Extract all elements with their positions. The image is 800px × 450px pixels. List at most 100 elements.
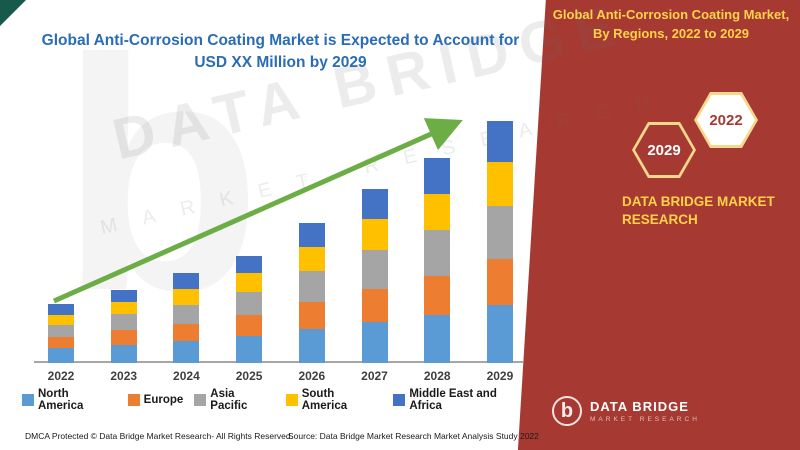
bar-column-2028: 2028: [414, 158, 460, 383]
segment-europe: [48, 337, 74, 348]
legend-label: North America: [37, 388, 84, 412]
banner-heading: Global Anti-Corrosion Coating Market, By…: [552, 7, 790, 41]
segment-middle-east-and-africa: [110, 290, 137, 302]
legend-item-asia-pacific: Asia Pacific: [194, 388, 274, 412]
legend-swatch: [393, 394, 406, 406]
logo-tagline: MARKET RESEARCH: [590, 416, 700, 423]
segment-south-america: [236, 273, 263, 292]
logo-text-block: DATA BRIDGE MARKET RESEARCH: [590, 399, 700, 423]
segment-south-america: [110, 302, 137, 314]
stacked-bar-2024: [173, 273, 200, 363]
stacked-bar-2025: [236, 256, 263, 363]
footer-dmca-text: DMCA Protected © Data Bridge Market Rese…: [25, 431, 293, 441]
legend-label: Europe: [143, 394, 184, 406]
x-axis-label: 2024: [173, 369, 200, 383]
x-axis-label: 2022: [47, 369, 75, 383]
legend-label: Asia Pacific: [210, 388, 248, 412]
hexagon-2022-label: 2022: [697, 95, 755, 145]
legend-swatch: [22, 394, 34, 406]
segment-south-america: [298, 247, 325, 271]
page-title: Global Anti-Corrosion Coating Market is …: [28, 30, 533, 75]
company-logo: b DATA BRIDGE MARKET RESEARCH: [552, 396, 700, 426]
segment-north-america: [173, 341, 200, 363]
segment-asia-pacific: [298, 271, 325, 302]
bar-column-2029: 2029: [477, 121, 523, 383]
hexagon-2022: 2022: [694, 92, 758, 148]
segment-asia-pacific: [361, 250, 388, 289]
bar-column-2022: 2022: [38, 304, 84, 383]
segment-middle-east-and-africa: [361, 189, 388, 219]
segment-middle-east-and-africa: [236, 256, 263, 273]
legend-swatch: [127, 394, 140, 406]
segment-north-america: [298, 329, 325, 363]
segment-europe: [298, 302, 325, 329]
legend: North America Europe Asia Pacific South Ame…: [22, 388, 532, 412]
segment-middle-east-and-africa: [486, 121, 513, 162]
segment-south-america: [424, 194, 451, 230]
segment-middle-east-and-africa: [173, 273, 200, 289]
segment-asia-pacific: [110, 314, 137, 330]
logo-b-icon: b: [552, 396, 582, 426]
segment-middle-east-and-africa: [424, 158, 451, 194]
segment-asia-pacific: [236, 292, 263, 315]
x-axis-label: 2029: [486, 369, 514, 383]
stacked-bar-2028: [424, 158, 451, 363]
legend-item-south-america: South America: [285, 388, 383, 412]
segment-middle-east-and-africa: [48, 304, 74, 315]
banner-brand-text: DATA BRIDGE MARKET RESEARCH: [622, 194, 775, 228]
legend-item-north-america: North America: [22, 388, 117, 412]
segment-north-america: [48, 348, 74, 363]
segment-europe: [424, 276, 451, 315]
x-axis-label: 2028: [423, 369, 451, 383]
x-axis-label: 2026: [298, 369, 326, 383]
segment-europe: [361, 289, 388, 322]
legend-swatch: [194, 394, 207, 406]
legend-item-middle-east-and-africa: Middle East and Africa: [393, 388, 532, 412]
x-axis-line: [34, 361, 523, 363]
page-title-line2: USD XX Million by 2029: [194, 54, 367, 72]
legend-label: Middle East and Africa: [409, 388, 497, 412]
x-axis-label: 2027: [361, 369, 388, 383]
bar-column-2023: 2023: [101, 290, 147, 383]
x-axis-label: 2025: [235, 369, 263, 383]
segment-europe: [173, 324, 200, 341]
stacked-bar-2027: [361, 189, 388, 363]
segment-middle-east-and-africa: [298, 223, 325, 247]
segment-asia-pacific: [48, 325, 74, 337]
stacked-bar-2026: [298, 223, 325, 363]
logo-name: DATA BRIDGE: [590, 399, 689, 414]
hexagon-2029-label: 2029: [635, 125, 693, 175]
bar-chart: 2022 2023 2024 2025 2026 2027 2028 2029: [38, 121, 523, 383]
segment-north-america: [236, 336, 263, 363]
stacked-bar-chart-container: 2022 2023 2024 2025 2026 2027 2028 2029: [30, 70, 525, 383]
stacked-bar-2023: [110, 290, 137, 363]
legend-item-europe: Europe: [127, 394, 184, 406]
segment-south-america: [486, 162, 513, 206]
segment-europe: [110, 330, 137, 345]
segment-north-america: [361, 322, 388, 363]
segment-europe: [236, 315, 263, 336]
x-axis-label: 2023: [110, 369, 138, 383]
corner-triangle-decoration: [0, 0, 26, 26]
segment-south-america: [361, 219, 388, 250]
legend-swatch: [285, 394, 298, 406]
red-diagonal-banner: [517, 0, 800, 450]
segment-north-america: [110, 345, 137, 363]
segment-north-america: [424, 315, 451, 363]
bar-column-2026: 2026: [289, 223, 335, 383]
hexagon-2029: 2029: [632, 122, 696, 178]
segment-south-america: [173, 289, 200, 305]
legend-label: South America: [301, 388, 348, 412]
footer-source-text: Source: Data Bridge Market Research Mark…: [288, 431, 539, 441]
segment-south-america: [48, 315, 74, 325]
page-title-line1: Global Anti-Corrosion Coating Market is …: [41, 32, 520, 49]
stacked-bar-2029: [486, 121, 513, 363]
segment-north-america: [486, 305, 513, 363]
segment-asia-pacific: [486, 206, 513, 259]
stacked-bar-2022: [48, 304, 74, 363]
bar-column-2027: 2027: [352, 189, 398, 383]
bar-column-2024: 2024: [163, 273, 209, 383]
bar-column-2025: 2025: [226, 256, 272, 383]
segment-europe: [486, 259, 513, 305]
